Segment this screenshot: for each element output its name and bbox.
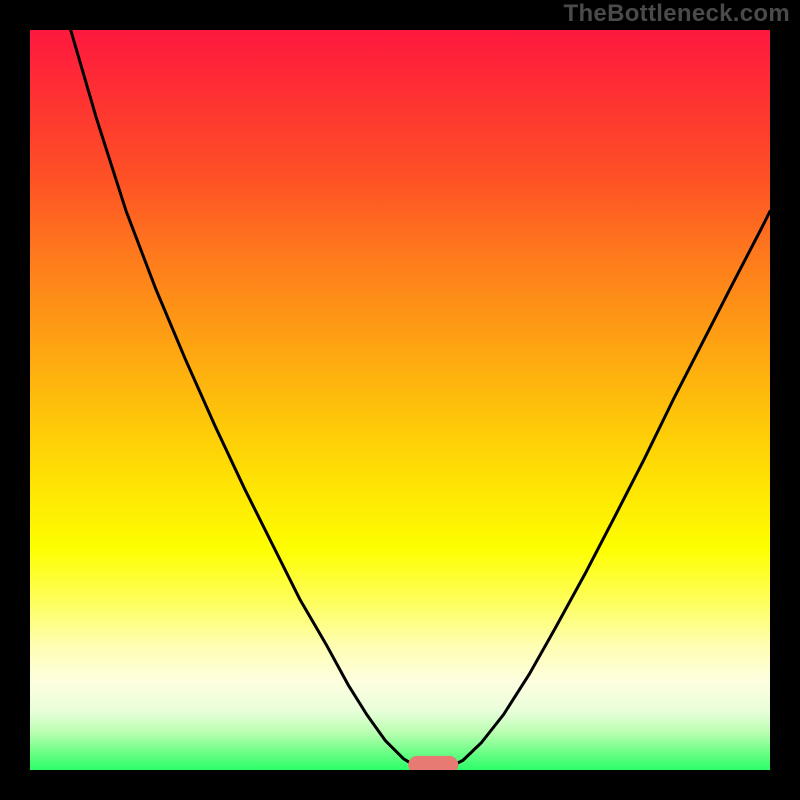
gradient-background xyxy=(30,30,770,770)
min-marker xyxy=(408,756,458,770)
chart-frame: TheBottleneck.com xyxy=(0,0,800,800)
chart-svg xyxy=(30,30,770,770)
watermark-label: TheBottleneck.com xyxy=(564,0,790,28)
plot-area xyxy=(30,30,770,770)
